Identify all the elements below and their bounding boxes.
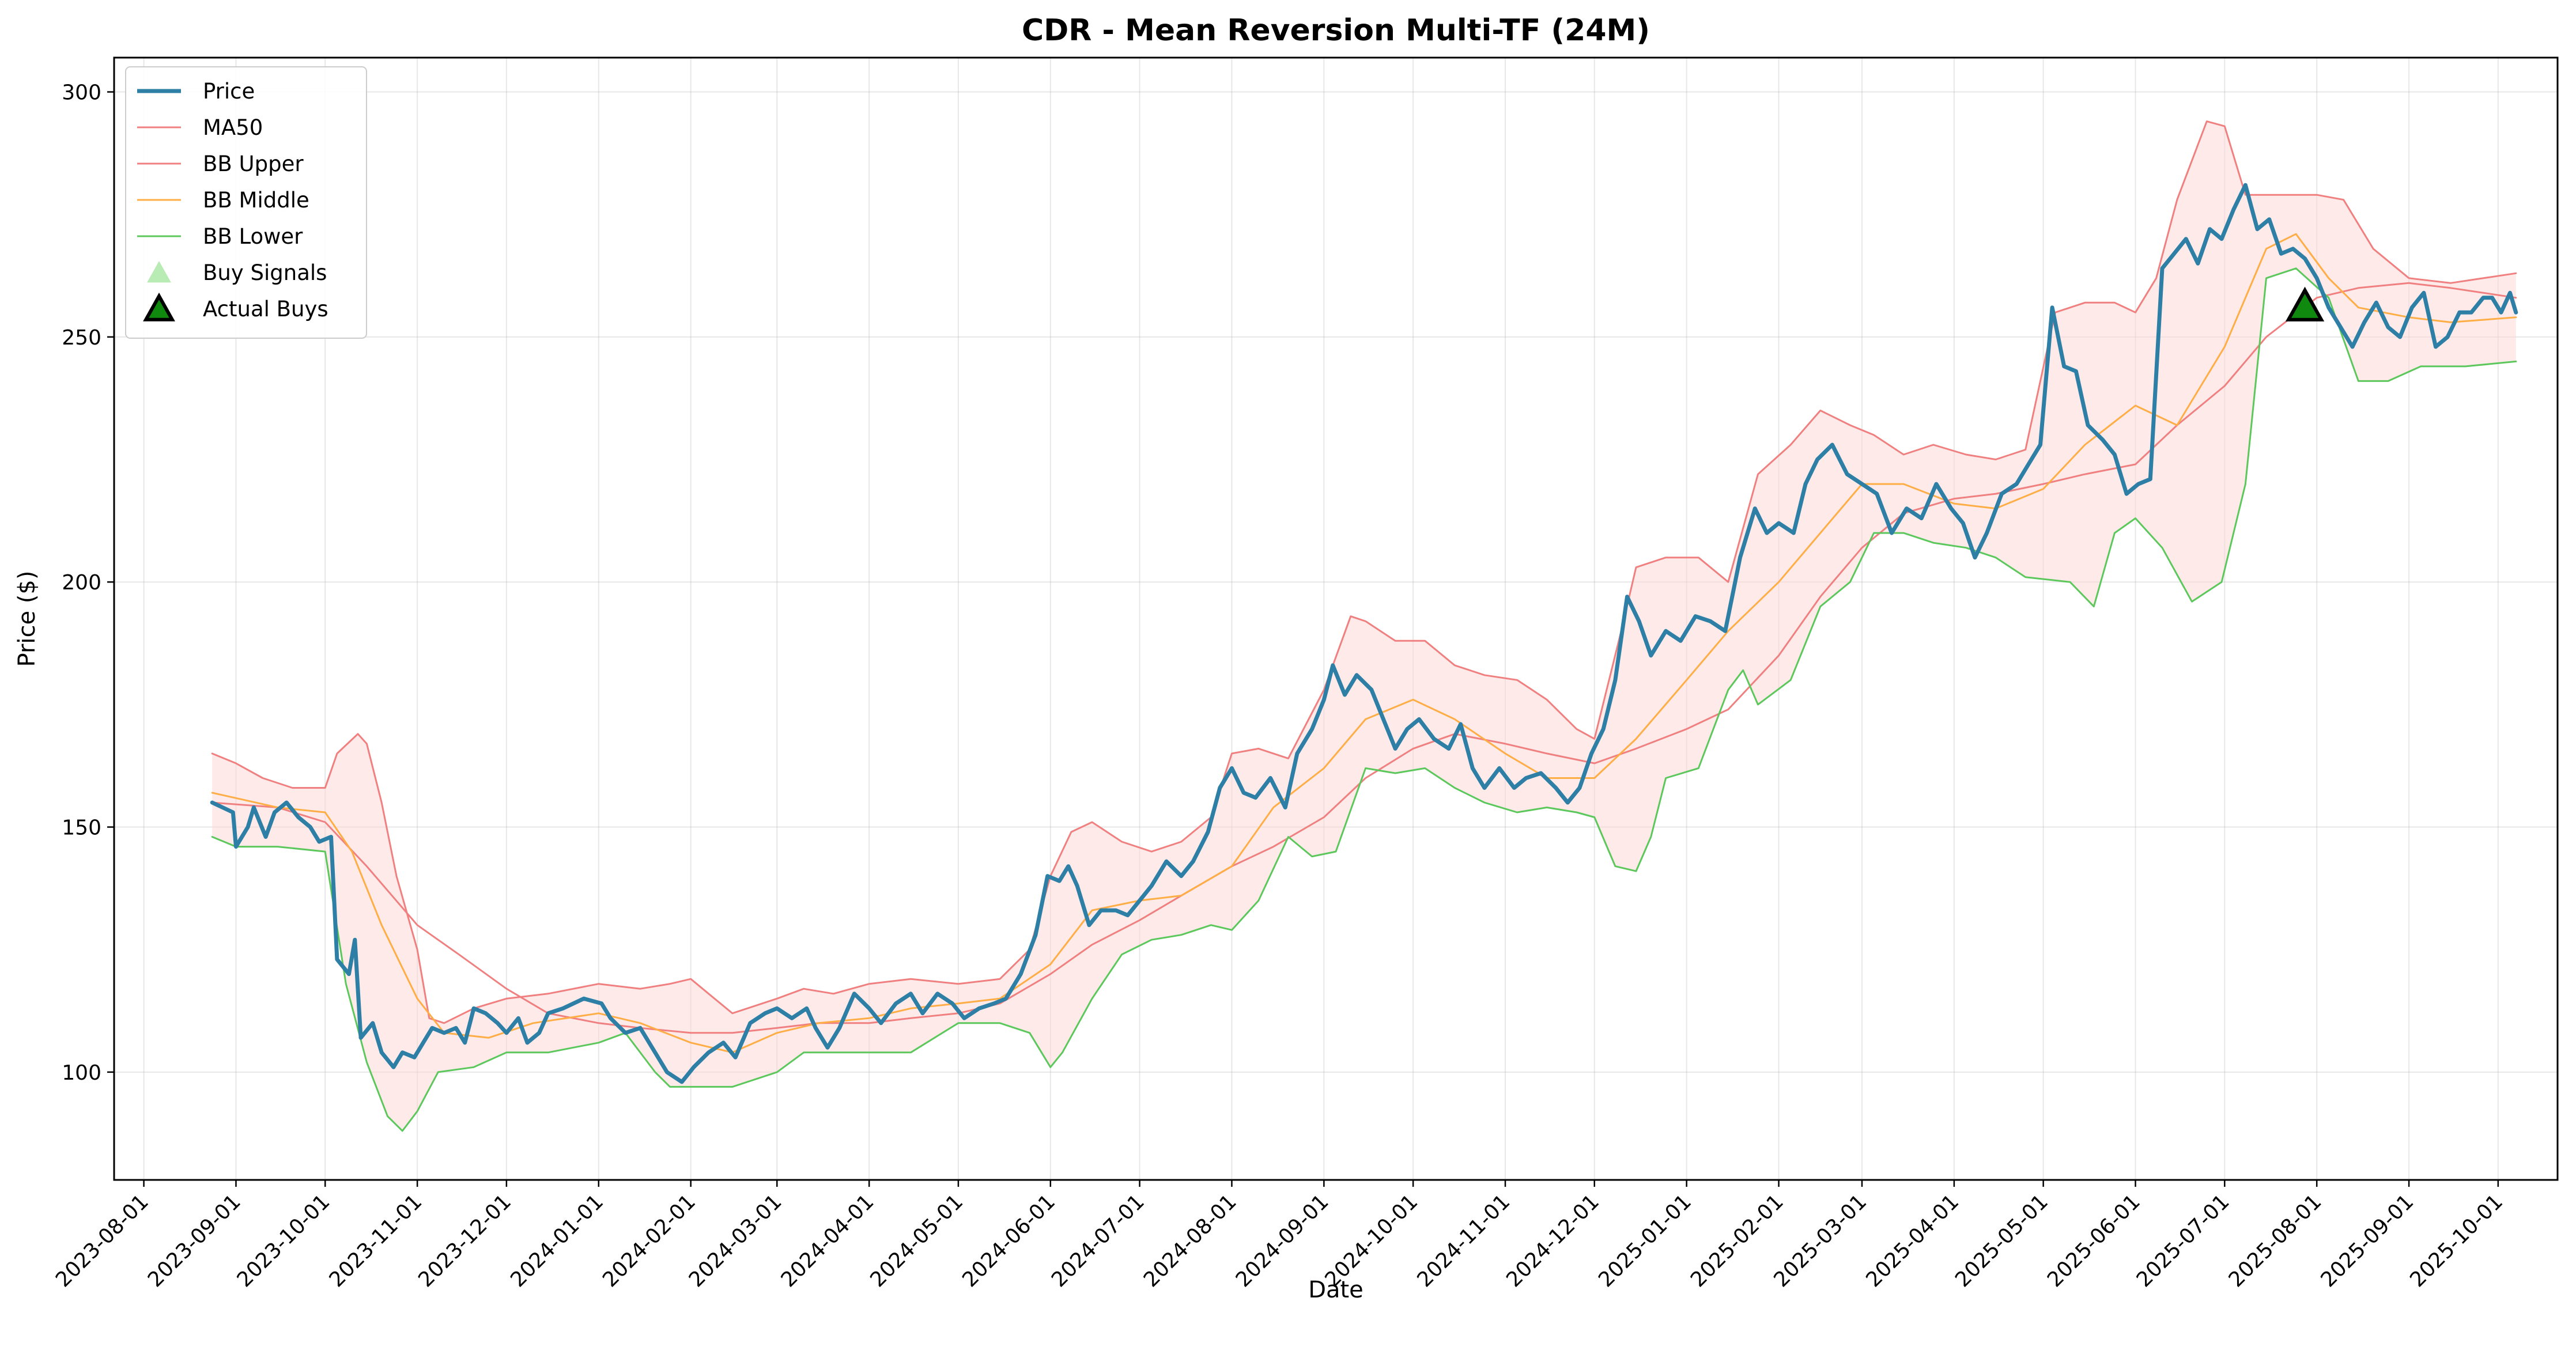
legend-swatch-actual-buys bbox=[143, 292, 175, 321]
y-axis-label: Price ($) bbox=[14, 571, 40, 667]
legend-swatch-buy-signals bbox=[147, 261, 171, 283]
y-axis-ticks: 100 150 200 250 300 bbox=[62, 81, 114, 1085]
actual-buy-marker bbox=[2285, 286, 2325, 321]
legend-label: MA50 bbox=[203, 115, 263, 140]
legend-box bbox=[125, 66, 367, 339]
legend-label: BB Middle bbox=[203, 188, 309, 213]
legend-label: Buy Signals bbox=[203, 260, 327, 285]
y-tick-label: 300 bbox=[62, 81, 101, 105]
x-axis-label: Date bbox=[1308, 1277, 1363, 1303]
y-tick-label: 100 bbox=[62, 1061, 101, 1085]
bb-band-area bbox=[212, 121, 2516, 1131]
series-line-bb-upper bbox=[211, 120, 2517, 1024]
y-tick-label: 150 bbox=[62, 816, 101, 840]
legend: Price MA50 BB Upper BB Middle BB Lower Buy Si… bbox=[125, 66, 367, 339]
chart-title: CDR - Mean Reversion Multi-TF (24M) bbox=[1022, 13, 1650, 48]
bollinger-band-fill bbox=[212, 121, 2516, 1131]
legend-label: Price bbox=[203, 79, 255, 104]
legend-label: BB Upper bbox=[203, 152, 304, 176]
buy-markers bbox=[2285, 286, 2325, 321]
series-line-bb-lower bbox=[211, 267, 2517, 1132]
series-line-bb-middle bbox=[211, 233, 2517, 1054]
series-line-price bbox=[210, 183, 2518, 1084]
y-tick-label: 200 bbox=[62, 571, 101, 595]
plot-area-frame bbox=[113, 56, 2559, 1181]
legend-label: BB Lower bbox=[203, 224, 303, 249]
series-lines bbox=[210, 120, 2518, 1132]
legend-label: Actual Buys bbox=[203, 297, 328, 321]
y-tick-label: 250 bbox=[62, 326, 101, 350]
